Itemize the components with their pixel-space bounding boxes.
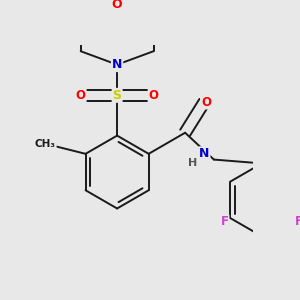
Text: O: O	[76, 89, 86, 102]
Text: N: N	[199, 147, 209, 160]
Text: O: O	[148, 89, 159, 102]
Text: F: F	[220, 215, 229, 228]
Text: O: O	[201, 95, 211, 109]
Text: CH₃: CH₃	[35, 139, 56, 149]
Text: O: O	[112, 0, 122, 11]
Text: H: H	[188, 158, 197, 168]
Text: S: S	[112, 89, 122, 102]
Text: N: N	[112, 58, 122, 71]
Text: F: F	[295, 215, 300, 228]
